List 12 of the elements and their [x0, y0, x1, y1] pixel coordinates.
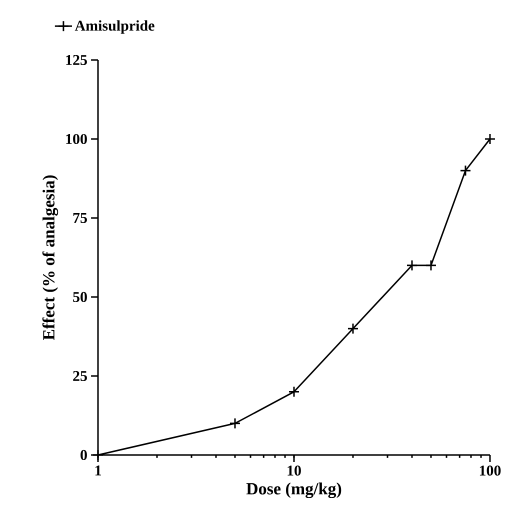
y-tick-label: 75: [73, 213, 87, 223]
y-tick-label: 125: [66, 54, 87, 66]
x-tick-label: 10: [288, 466, 301, 476]
y-tick-label: 50: [73, 292, 87, 302]
y-tick-label: 0: [80, 450, 87, 460]
legend-label: Amisulpride: [74, 20, 154, 34]
y-axis-title: Effect (% of analgesia): [42, 175, 58, 340]
x-tick-label: 1: [95, 466, 101, 476]
y-tick-label: 100: [66, 134, 87, 144]
y-tick-label: 25: [73, 370, 87, 382]
x-tick-label: 100: [480, 466, 501, 476]
x-axis-title: Dose (mg/kg): [246, 482, 342, 498]
